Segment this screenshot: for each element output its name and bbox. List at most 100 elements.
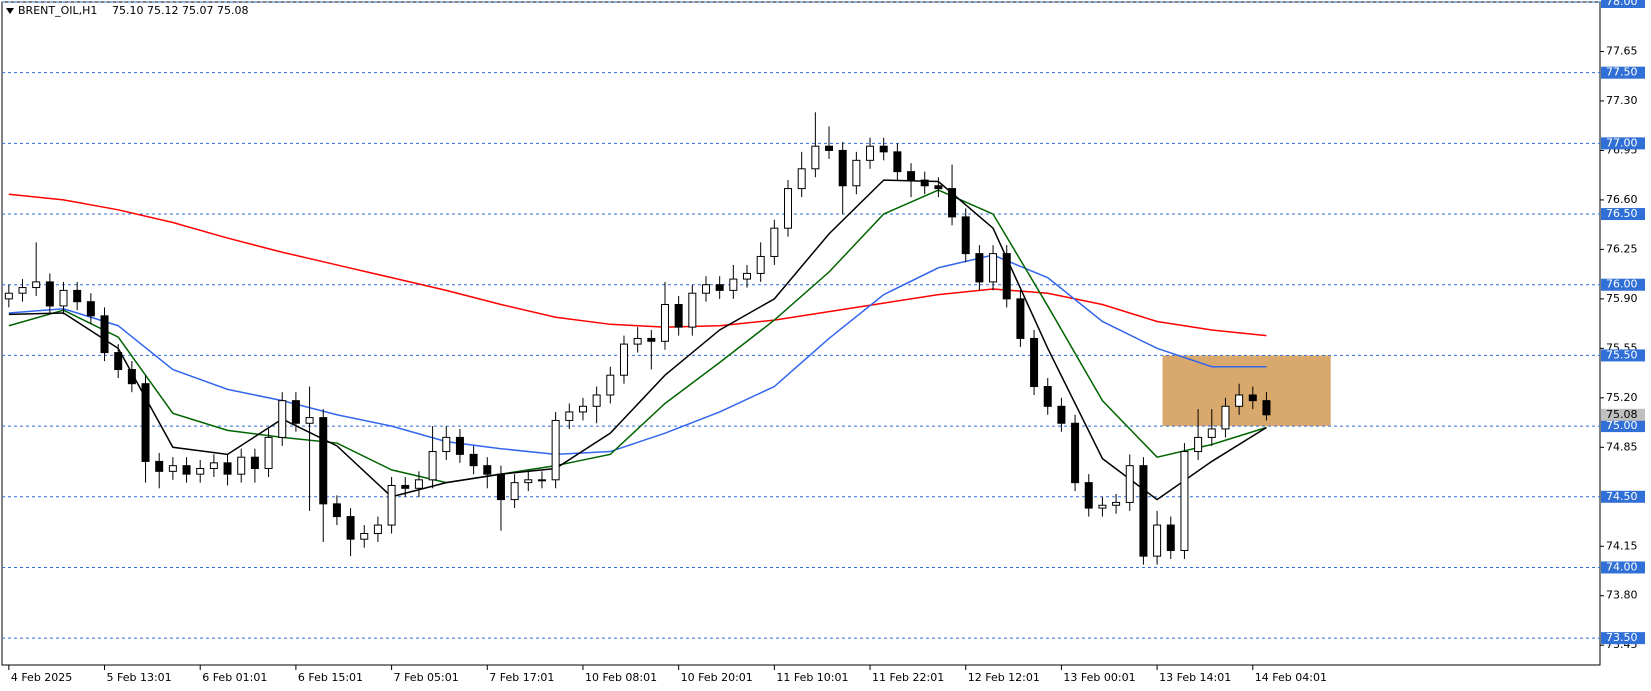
y-tick-label: 77.30 [1606,94,1638,107]
level-label: 73.50 [1606,631,1638,644]
candle-body [1057,405,1066,424]
candle-body [1194,436,1203,453]
moving-average [8,193,1267,337]
level-label: 74.00 [1606,560,1638,573]
level-label: 74.50 [1606,490,1638,503]
candle-body [606,374,615,396]
candle-body [45,281,54,307]
candle-body [305,417,314,424]
candle-body [838,149,847,187]
candle-body [291,400,300,424]
level-label: 75.00 [1606,419,1638,432]
candle-body [1030,337,1039,388]
candle-body [496,473,505,501]
candle-body [893,151,902,173]
level-label-box [1601,632,1645,645]
candle-body [32,281,41,289]
current-price-box [1601,408,1645,421]
candle-body [373,524,382,535]
y-tick-label: 77.65 [1606,44,1638,57]
x-tick-label: 11 Feb 10:01 [776,671,848,684]
candle-body [1262,400,1271,416]
candle-body [319,417,328,505]
candle-body [1002,253,1011,300]
level-label: 75.50 [1606,348,1638,361]
candle-body [592,394,601,407]
candle-body [729,278,738,291]
candle-body [1016,298,1025,339]
candle-body [86,301,95,317]
x-tick-label: 12 Feb 12:01 [968,671,1040,684]
x-tick-label: 14 Feb 04:01 [1255,671,1327,684]
candle-body [797,168,806,190]
candle-body [401,484,410,489]
candle-body [852,159,861,187]
candle-body [578,405,587,413]
x-tick-label: 10 Feb 08:01 [585,671,657,684]
candle-body [811,145,820,170]
candle-body [633,337,642,345]
candle-body [784,188,793,229]
candle-body [196,468,205,475]
level-label: 77.00 [1606,136,1638,149]
x-tick-label: 4 Feb 2025 [11,671,72,684]
moving-average [8,254,1267,456]
y-tick-label: 74.15 [1606,539,1638,552]
menu-triangle[interactable] [6,8,14,14]
level-label-box [1601,420,1645,433]
candle-body [619,343,628,376]
level-label: 76.50 [1606,207,1638,220]
y-tick-label: 76.60 [1606,193,1638,206]
plot-frame [1,1,1601,666]
candle-body [1235,394,1244,407]
candle-body [510,482,519,501]
level-label-box [1601,490,1645,503]
candle-body [1071,422,1080,484]
candle-body [1112,501,1121,506]
candle-body [920,179,929,187]
candle-body [346,516,355,540]
candle-body [565,411,574,421]
current-price: 75.08 [1606,408,1638,421]
candle-body [1139,465,1148,557]
candle-body [237,456,246,475]
candle-body [209,462,218,470]
moving-average [8,189,1267,484]
x-tick-label: 11 Feb 22:01 [872,671,944,684]
candle-body [1207,428,1216,438]
candle-body [469,453,478,467]
candle-body [100,315,109,354]
candle-body [141,383,150,462]
candle-body [907,171,916,181]
candle-body [866,145,875,161]
x-tick-label: 13 Feb 14:01 [1159,671,1231,684]
candle-body [879,145,888,153]
level-label: 77.50 [1606,66,1638,79]
candle-body [264,436,273,470]
candle-body [387,484,396,526]
candle-body [428,451,437,481]
candle-body [674,304,683,328]
candle-body [127,369,136,385]
candle-body [1084,482,1093,509]
candle-body [551,419,560,481]
x-tick-label: 13 Feb 00:01 [1063,671,1135,684]
y-tick-label: 74.85 [1606,440,1638,453]
candle-body [1166,524,1175,551]
candle-body [155,460,164,472]
candle-body [442,436,451,453]
candle-body [743,272,752,280]
candle-body [59,289,68,307]
y-tick-label: 76.25 [1606,242,1638,255]
level-label-box [1601,208,1645,221]
y-tick-label: 75.20 [1606,391,1638,404]
candle-body [1098,504,1107,509]
candle-body [1125,465,1134,503]
quote: 75.10 75.12 75.07 75.08 [112,4,248,17]
candle-body [1248,394,1257,402]
candle-body [483,465,492,475]
level-label-box [1601,278,1645,291]
candle-body [961,216,970,255]
candle-body [948,188,957,218]
